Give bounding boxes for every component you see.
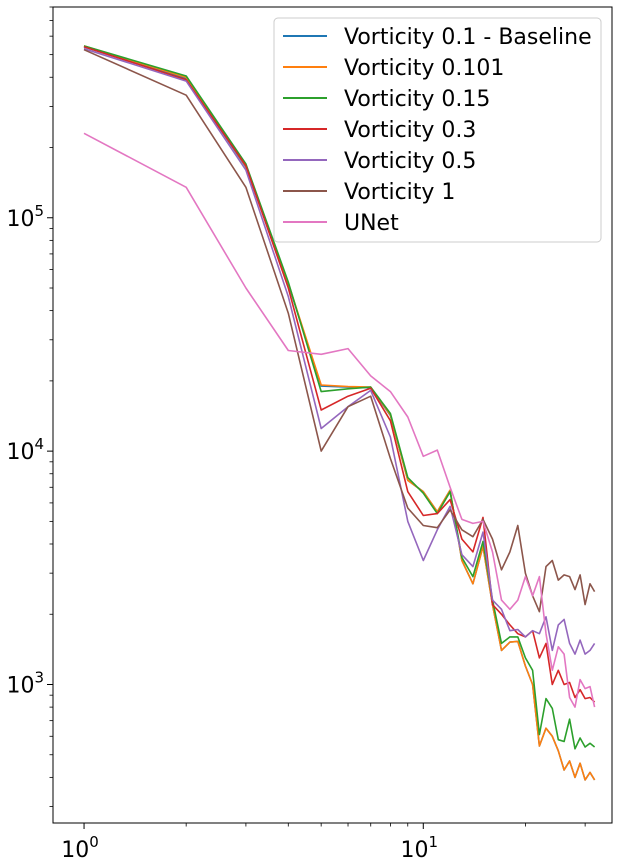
y-tick-label-2: 105 — [6, 202, 44, 232]
legend-label-0: Vorticity 0.1 - Baseline — [344, 25, 592, 50]
axes-frame — [52, 6, 613, 824]
series-line-6 — [83, 132, 596, 708]
x-tick-label-0: 100 — [61, 833, 99, 862]
y-axis: 103 104 105 — [6, 6, 53, 807]
plot-area — [52, 6, 613, 824]
legend-label-6: UNet — [344, 211, 399, 236]
series-line-2 — [83, 45, 596, 750]
legend-label-5: Vorticity 1 — [344, 180, 455, 205]
series-line-5 — [83, 48, 596, 613]
legend-box — [273, 17, 602, 243]
legend-label-3: Vorticity 0.3 — [344, 118, 476, 143]
legend: Vorticity 0.1 - Baseline Vorticity 0.101 V… — [273, 17, 602, 243]
x-tick-label-1: 101 — [401, 833, 439, 862]
series-line-3 — [83, 46, 596, 703]
series-line-4 — [83, 47, 596, 655]
legend-label-4: Vorticity 0.5 — [344, 149, 476, 174]
x-axis: 100 101 — [61, 823, 586, 862]
legend-label-1: Vorticity 0.101 — [344, 56, 504, 81]
y-tick-label-0: 103 — [6, 669, 44, 699]
series-line-1 — [83, 45, 596, 781]
y-tick-label-1: 104 — [6, 435, 44, 465]
legend-label-2: Vorticity 0.15 — [344, 87, 490, 112]
